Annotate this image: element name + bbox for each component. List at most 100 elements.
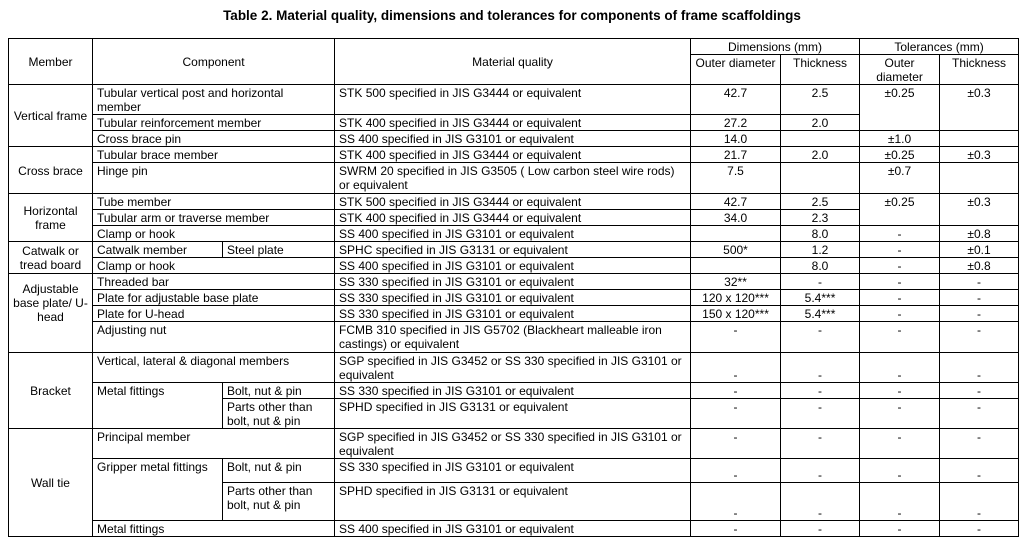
dim-th-cell: 2.5 — [780, 84, 861, 115]
table-row: Metal fittings Bolt, nut & pin SS 330 sp… — [9, 382, 1020, 429]
table-row: Gripper metal fittings Bolt, nut & pin S… — [9, 458, 1020, 521]
tol-th-cell: - — [939, 382, 1020, 399]
dim-od-cell: - — [690, 321, 782, 353]
dim-od-cell: 7.5 — [690, 162, 782, 194]
material-cell: SS 400 specified in JIS G3101 or equival… — [334, 225, 692, 242]
material-cell: STK 500 specified in JIS G3444 or equiva… — [334, 84, 692, 115]
table-row: Adjustable base plate/ U-head Threaded b… — [8, 273, 1020, 353]
table-row: Parts other than bolt, nut & pin SPHD sp… — [9, 398, 1020, 429]
header-dimensions: Dimensions (mm) — [690, 38, 861, 55]
material-cell: SPHD specified in JIS G3131 or equivalen… — [334, 398, 692, 429]
material-cell: SS 330 specified in JIS G3101 or equival… — [334, 382, 692, 399]
material-cell: SS 400 specified in JIS G3101 or equival… — [334, 130, 692, 147]
dim-th-cell: - — [780, 321, 861, 353]
tol-th-cell: - — [939, 289, 1020, 306]
material-cell: STK 400 specified in JIS G3444 or equiva… — [334, 146, 692, 163]
header-dim-outer-diameter: Outer diameter — [690, 54, 782, 85]
tol-th-cell: - — [939, 520, 1020, 537]
table-row: Catwalk or tread board Catwalk member St… — [8, 241, 1020, 274]
header-member: Member — [8, 38, 93, 85]
header-tol-thickness: Thickness — [939, 54, 1020, 85]
tol-od-cell: - — [859, 428, 941, 459]
tol-od-cell: - — [859, 321, 941, 353]
table-row: Clamp or hook SS 400 specified in JIS G3… — [9, 225, 1020, 242]
dim-od-cell: - — [690, 482, 782, 521]
component-cell: Tubular vertical post and horizontal mem… — [91, 84, 336, 115]
material-cell: SWRM 20 specified in JIS G3505 ( Low car… — [334, 162, 692, 194]
material-cell: SS 400 specified in JIS G3101 or equival… — [334, 257, 692, 274]
component-cell: Tubular brace member — [91, 146, 336, 163]
dim-od-cell: - — [690, 428, 782, 459]
component-cell: Hinge pin — [91, 162, 336, 194]
tol-od-cell: ±0.25 — [859, 84, 941, 131]
dim-th-cell — [780, 162, 861, 194]
material-cell: SGP specified in JIS G3452 or SS 330 spe… — [334, 428, 692, 459]
table-row: Vertical frame Tubular vertical post and… — [8, 84, 1020, 147]
tol-od-cell: - — [859, 225, 941, 242]
tol-th-cell: - — [939, 352, 1020, 383]
dim-th-cell: 2.0 — [780, 114, 861, 131]
dim-od-cell: 120 x 120*** — [690, 289, 782, 306]
subcomponent-cell: Bolt, nut & pin — [221, 458, 336, 483]
group-bracket: Bracket — [8, 352, 93, 429]
component-cell: Clamp or hook — [91, 225, 336, 242]
tol-od-cell: - — [859, 273, 941, 290]
dim-od-cell: 42.7 — [690, 84, 782, 115]
component-cell: Metal fittings — [91, 520, 336, 537]
tol-th-cell: - — [939, 428, 1020, 459]
table-title: Table 2. Material quality, dimensions an… — [223, 8, 801, 23]
dim-od-cell: 42.7 — [690, 193, 782, 210]
component-cell: Catwalk member — [92, 241, 223, 258]
tol-th-cell: ±0.3 — [939, 193, 1020, 226]
table-row: Cross brace pin SS 400 specified in JIS … — [9, 130, 1020, 147]
component-cell: Adjusting nut — [91, 321, 336, 353]
dim-th-cell — [780, 130, 861, 147]
table-row: Cross brace Tubular brace member STK 400… — [8, 146, 1020, 194]
material-cell: SS 400 specified in JIS G3101 or equival… — [334, 520, 692, 537]
table-row: Tubular arm or traverse member STK 400 s… — [9, 209, 1019, 226]
dim-th-cell: 2.3 — [780, 209, 861, 226]
dim-th-cell: - — [780, 482, 861, 521]
component-cell: Vertical, lateral & diagonal members — [91, 352, 336, 383]
group-horizontal-frame: Horizontal frame — [8, 193, 93, 242]
tol-th-cell: ±0.3 — [939, 146, 1020, 163]
dim-th-cell: - — [780, 520, 861, 537]
dim-th-cell: 5.4*** — [780, 289, 861, 306]
dim-od-cell: - — [690, 352, 782, 383]
materials-table: Member Component Material quality Dimens… — [8, 38, 1020, 537]
tol-od-cell: - — [859, 257, 941, 274]
tol-od-cell: - — [859, 458, 941, 483]
tol-th-cell: - — [939, 305, 1020, 322]
material-cell: SS 330 specified in JIS G3101 or equival… — [334, 305, 692, 322]
subcomponent-cell: Bolt, nut & pin — [221, 382, 336, 399]
header-tolerances: Tolerances (mm) — [859, 38, 1020, 55]
component-cell: Plate for adjustable base plate — [91, 289, 336, 306]
dim-od-cell: 14.0 — [690, 130, 782, 147]
group-adjustable-base: Adjustable base plate/ U-head — [8, 273, 93, 353]
tol-od-cell: ±0.25 — [859, 146, 941, 163]
dim-th-cell: - — [780, 352, 861, 383]
dim-th-cell: - — [780, 273, 861, 290]
material-cell: STK 400 specified in JIS G3444 or equiva… — [334, 114, 692, 131]
dim-th-cell: - — [780, 458, 861, 483]
group-catwalk: Catwalk or tread board — [8, 241, 93, 274]
header-dim-thickness: Thickness — [780, 54, 861, 85]
table-row: Adjusting nut FCMB 310 specified in JIS … — [9, 321, 1020, 353]
tol-od-cell: - — [859, 382, 941, 399]
dim-od-cell: 34.0 — [690, 209, 782, 226]
table-row: Bracket Vertical, lateral & diagonal mem… — [8, 352, 1020, 429]
subcomponent-cell: Parts other than bolt, nut & pin — [221, 398, 336, 429]
dim-od-cell: 21.7 — [690, 146, 782, 163]
component-cell: Tube member — [91, 193, 336, 210]
component-cell: Tubular reinforcement member — [91, 114, 336, 131]
table-row: Wall tie Principal member SGP specified … — [8, 428, 1020, 537]
dim-th-cell: 8.0 — [780, 257, 861, 274]
table-row: Plate for U-head SS 330 specified in JIS… — [9, 305, 1020, 322]
tol-th-cell: - — [939, 321, 1020, 353]
material-cell: SPHD specified in JIS G3131 or equivalen… — [334, 482, 692, 521]
table-row: Tubular reinforcement member STK 400 spe… — [9, 114, 1019, 131]
subcomponent-cell: Parts other than bolt, nut & pin — [221, 482, 336, 521]
table-row: Horizontal frame Tube member STK 500 spe… — [8, 193, 1020, 242]
dim-od-cell — [690, 225, 782, 242]
dim-od-cell: 32** — [690, 273, 782, 290]
